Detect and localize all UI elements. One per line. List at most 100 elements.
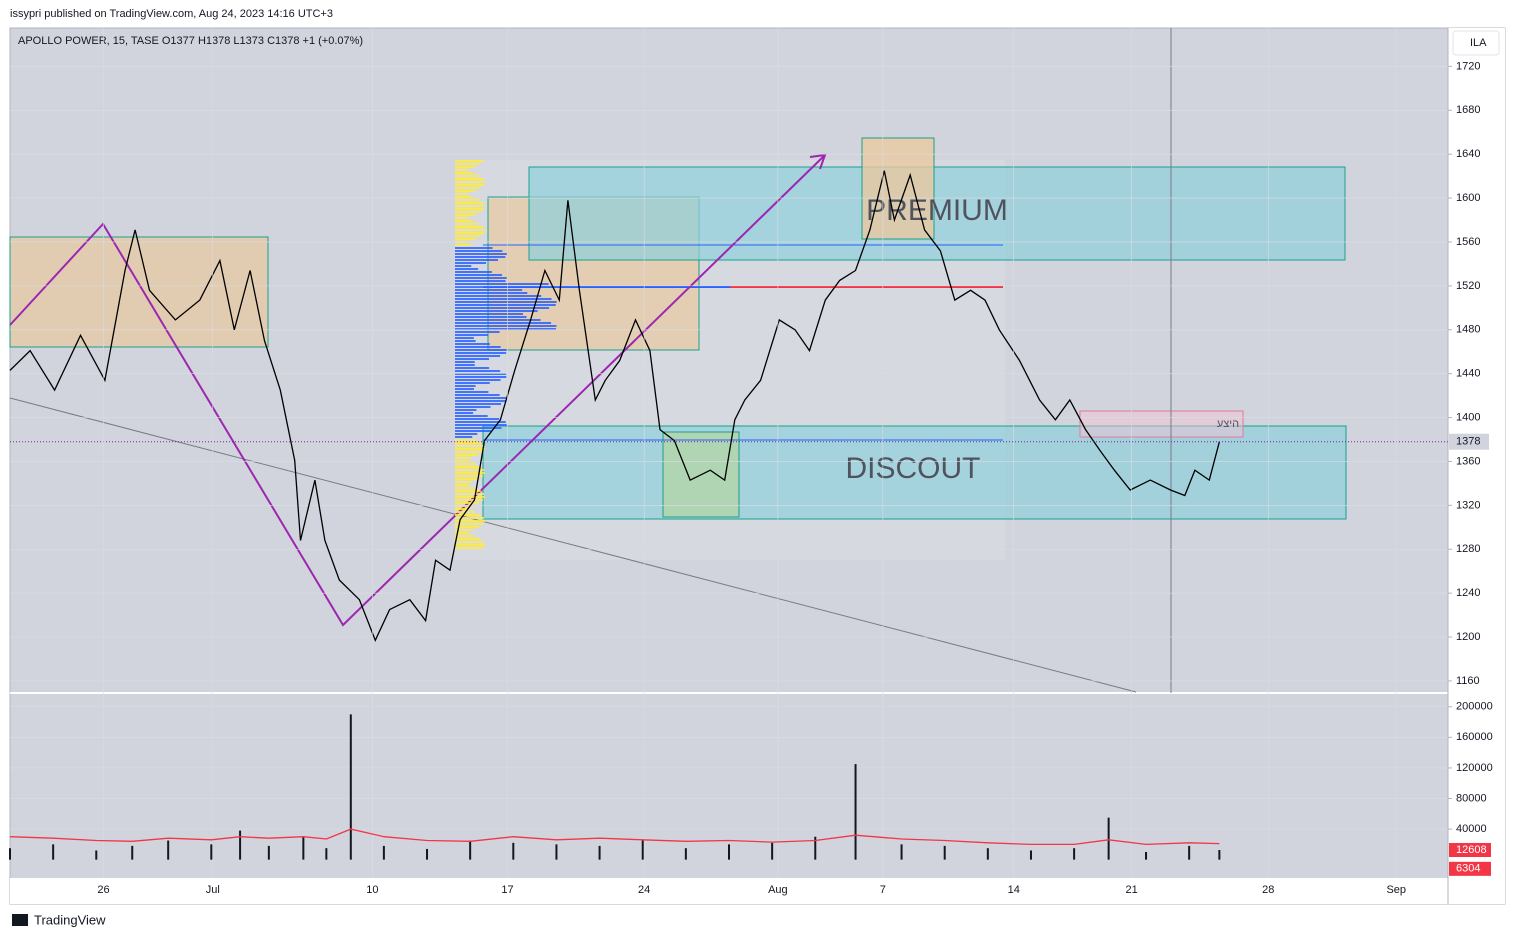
volume-profile-row [455,442,482,444]
y-tick-label: 1680 [1456,104,1480,116]
volume-profile-row [455,283,549,285]
volume-profile-row [455,517,485,519]
volume-profile-row [455,490,481,492]
last-volume-box [1449,861,1491,876]
publish-info: issypri published on TradingView.com, Au… [10,8,333,20]
y-tick-label: 160000 [1456,731,1493,743]
volume-profile-row [455,256,506,258]
volume-profile-row [455,508,469,510]
volume-profile-row [455,370,501,372]
last-volume-label: 6304 [1456,863,1480,875]
volume-profile-row [455,454,479,456]
volume-profile-row [455,520,485,522]
volume-bar [1145,852,1148,860]
volume-bar [210,844,213,860]
volume-profile-row [455,388,474,390]
y-tick-label: 1600 [1456,192,1480,204]
volume-profile-row [455,343,490,345]
volume-profile-row [455,169,468,171]
volume-profile-row [455,436,473,438]
last-price-box [1449,433,1489,450]
volume-bar [131,845,134,860]
volume-profile-row [455,277,507,279]
volume-profile-row [455,418,500,420]
y-tick-label: 1240 [1456,587,1480,599]
volume-profile-row [455,178,484,180]
volume-profile-row [455,514,481,516]
volume-profile-row [455,394,500,396]
volume-profile-row [455,397,506,399]
volume-profile-row [455,262,487,264]
volume-bar [1188,845,1191,860]
y-tick-label: 1720 [1456,60,1480,72]
volume-profile-row [455,412,474,414]
volume-profile-row [455,244,473,246]
volume-profile-row [455,193,468,195]
volume-bar [1218,850,1221,860]
volume-profile-row [455,532,468,534]
volume-profile-row [455,391,489,393]
zone [9,236,269,348]
volume-profile-row [455,541,484,543]
volume-profile-row [455,424,507,426]
zigzag [9,154,826,627]
volume-profile-row [455,268,479,270]
volume-profile-row [455,430,492,432]
volume-bar [267,845,270,860]
y-tick-label: 1440 [1456,368,1480,380]
volume-bar [325,848,328,860]
volume-profile-row [455,202,484,204]
volume-profile-row [455,538,481,540]
footer-brand: TradingView [34,912,106,927]
y-tick-label: 80000 [1456,792,1487,804]
volume-profile-row [455,226,484,228]
volume-profile-row [455,484,469,486]
volume-profile-row [455,253,507,255]
volume-profile-row [455,523,484,525]
drawings: PREMIUM DISCOUT היצע [9,28,1347,693]
volume-profile-row [455,439,476,441]
x-tick-label: Sep [1386,884,1406,896]
volume-bar [900,844,903,860]
volume-profile-row [455,445,485,447]
x-tick-label: 21 [1126,884,1138,896]
volume-profile-row [455,547,484,549]
volume-profile-row [455,223,479,225]
volume-profile-row [455,304,556,306]
volume-bar [426,848,429,860]
volume-profile-row [455,493,485,495]
volume-profile-row [455,373,507,375]
volume-bar [1029,850,1032,860]
volume-bar [771,842,774,860]
volume-profile-row [455,352,507,354]
x-tick-label: Jul [206,884,220,896]
volume-bar [239,830,242,860]
volume-profile-row [455,505,473,507]
currency-button[interactable] [1452,30,1500,56]
currency-label[interactable]: ILA [1470,37,1487,49]
discount-zone [482,425,1347,520]
volume-profile-row [455,247,493,249]
volume-bar [469,840,472,860]
volume-profile-row [455,502,479,504]
volume-profile-row [455,469,485,471]
volume-bar [512,842,515,860]
volume-profile-row [455,208,484,210]
volume-profile-row [455,409,477,411]
y-tick-label: 1640 [1456,148,1480,160]
volume-profile-row [455,433,478,435]
x-tick-label: Aug [768,884,788,896]
volume-profile-row [455,535,475,537]
volume-bar [555,844,558,860]
volume-bar [95,850,98,860]
volume-profile-row [455,472,485,474]
supply-zone [1079,410,1244,438]
y-tick-label: 1360 [1456,455,1480,467]
volume-profile-row [455,289,523,291]
y-tick-label: 1560 [1456,236,1480,248]
volume-profile-row [455,475,483,477]
volume-bar [302,836,305,860]
volume-profile-row [455,181,485,183]
x-tick-label: 26 [97,884,109,896]
